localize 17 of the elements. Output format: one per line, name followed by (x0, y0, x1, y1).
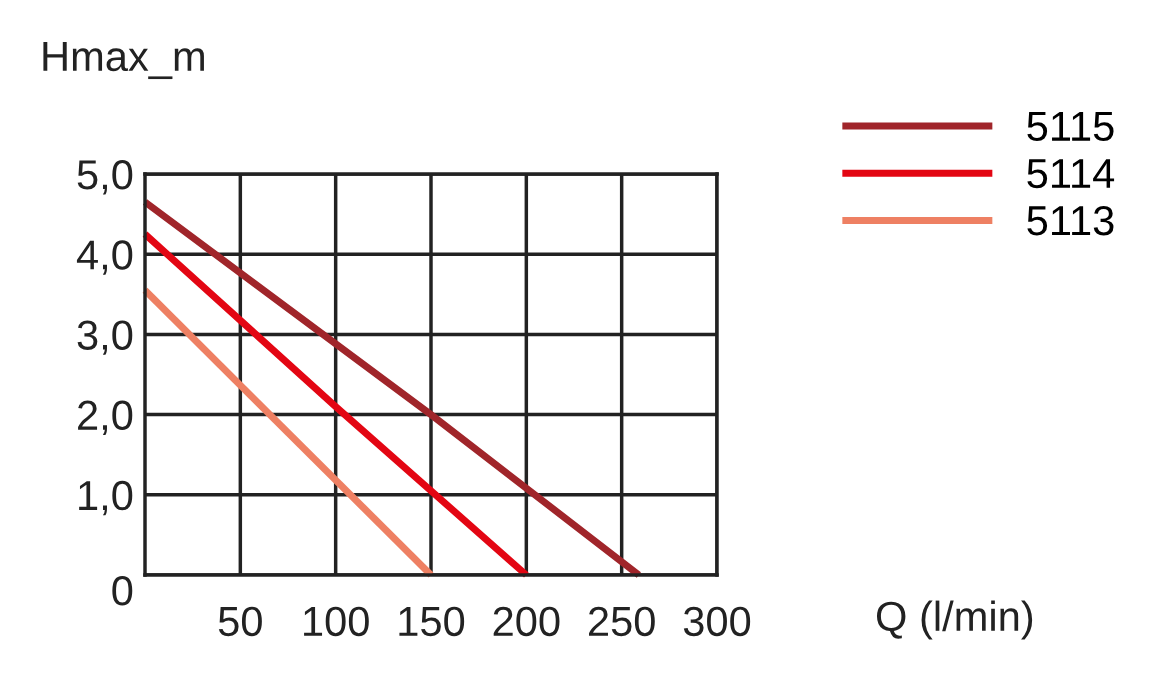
y-axis-title: Hmax_m (43, 42, 204, 80)
y-tick-label: 3,0 (77, 320, 133, 355)
x-tick-label: 150 (399, 606, 465, 637)
x-tick-label: 50 (218, 606, 262, 637)
y-tick-label: 1,0 (79, 480, 133, 516)
x-axis-title: Q (l/min) (876, 600, 1033, 640)
legend-label: 5115 (1027, 112, 1114, 142)
x-tick-label: 200 (493, 606, 560, 637)
y-tick-label: 4,0 (76, 240, 133, 275)
y-tick-label: 0 (112, 576, 133, 606)
y-tick-label: 2,0 (78, 400, 133, 436)
legend-label: 5114 (1027, 159, 1115, 189)
y-tick-label: 5,0 (77, 160, 133, 195)
x-tick-label: 100 (304, 606, 369, 637)
legend-label: 5113 (1027, 205, 1114, 236)
x-tick-label: 250 (589, 606, 655, 637)
x-tick-label: 300 (683, 606, 751, 637)
